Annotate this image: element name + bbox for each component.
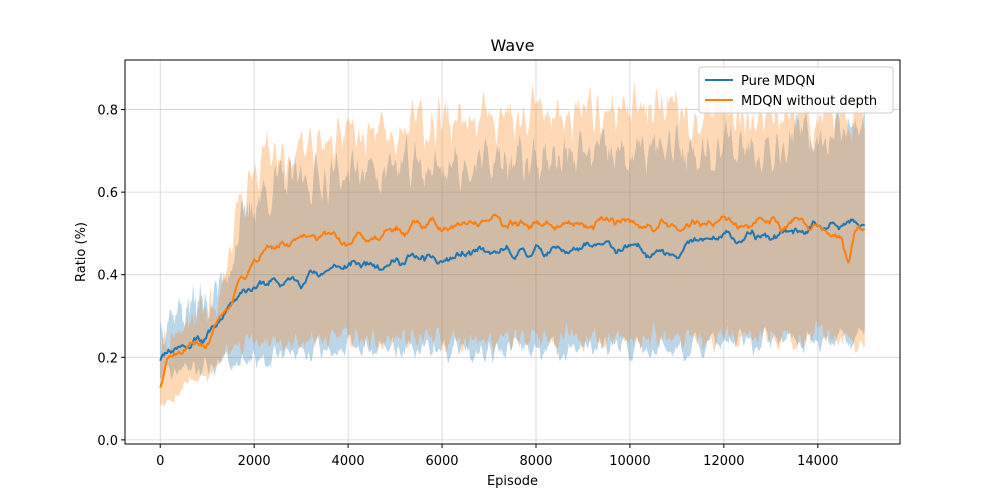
- y-tick-label: 0.4: [97, 269, 118, 284]
- y-tick-label: 0.2: [97, 351, 118, 366]
- legend-label: MDQN without depth: [741, 94, 877, 109]
- line-pure-mdqn: [159, 218, 866, 362]
- y-tick-label: 0.0: [97, 434, 118, 449]
- x-tick-label: 0: [156, 454, 164, 469]
- chart-title: Wave: [491, 36, 535, 55]
- legend: Pure MDQN MDQN without depth: [698, 66, 894, 114]
- y-tick-label: 0.8: [97, 104, 118, 119]
- x-tick-label: 8000: [519, 454, 552, 469]
- band-pure-mdqn: [160, 100, 865, 380]
- series-lines: [159, 213, 866, 389]
- line-mdqn-without-depth: [159, 213, 866, 389]
- x-axis-ticks: 0 2000 4000 6000 8000 10000 12000 14000: [156, 444, 838, 469]
- x-tick-label: 14000: [797, 454, 838, 469]
- x-axis-label: Episode: [487, 474, 538, 489]
- x-tick-label: 4000: [332, 454, 365, 469]
- x-tick-label: 6000: [425, 454, 458, 469]
- grid: [125, 60, 900, 444]
- x-tick-label: 12000: [703, 454, 744, 469]
- x-tick-label: 2000: [238, 454, 271, 469]
- plot-frame: [124, 59, 901, 445]
- band-mdqn-without-depth: [160, 81, 865, 407]
- confidence-bands: [160, 81, 865, 407]
- y-axis-label: Ratio (%): [74, 222, 89, 282]
- x-tick-label: 10000: [609, 454, 650, 469]
- legend-box: [698, 66, 894, 114]
- legend-label: Pure MDQN: [741, 74, 815, 89]
- y-axis-ticks: 0.0 0.2 0.4 0.6 0.8: [97, 104, 125, 449]
- y-tick-label: 0.6: [97, 186, 118, 201]
